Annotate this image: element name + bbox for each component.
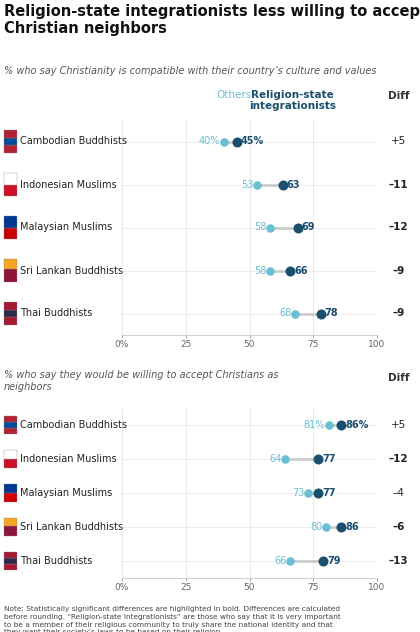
Bar (5, 552, 17, 558)
Bar (5, 302, 17, 310)
Point (267, 265, 273, 276)
Bar (5, 564, 17, 570)
Text: –11: –11 (388, 179, 408, 190)
Point (267, 222, 273, 233)
Text: Malaysian Muslims: Malaysian Muslims (20, 222, 113, 233)
Text: 68: 68 (279, 308, 291, 319)
Text: Cambodian Buddhists: Cambodian Buddhists (20, 137, 127, 147)
Point (325, 420, 332, 430)
Point (338, 420, 345, 430)
Text: –9: –9 (392, 265, 404, 276)
Text: Religion-state integrationists less willing to accept
Christian neighbors: Religion-state integrationists less will… (4, 4, 420, 37)
Bar (5, 130, 17, 138)
Point (282, 454, 289, 464)
Bar (5, 259, 17, 269)
Bar (5, 526, 17, 536)
Bar (5, 185, 17, 196)
Text: 58: 58 (254, 222, 266, 233)
Text: Note: Statistically significant differences are highlighted in bold. Differences: Note: Statistically significant differen… (4, 606, 341, 632)
Text: 80: 80 (310, 522, 322, 532)
Text: Diff: Diff (388, 90, 409, 100)
Text: 86: 86 (345, 522, 359, 532)
Point (294, 222, 301, 233)
Text: 45%: 45% (241, 137, 264, 147)
Text: 69: 69 (302, 222, 315, 233)
Text: –12: –12 (388, 222, 408, 233)
Text: 58: 58 (254, 265, 266, 276)
Point (323, 522, 329, 532)
Text: Indonesian Muslims: Indonesian Muslims (20, 454, 117, 464)
Bar (5, 173, 17, 185)
Text: +5: +5 (391, 137, 406, 147)
Text: Thai Buddhists: Thai Buddhists (20, 556, 93, 566)
Point (292, 308, 299, 319)
Bar (5, 228, 17, 239)
Point (338, 522, 345, 532)
Bar (5, 269, 17, 282)
Text: 53: 53 (241, 179, 253, 190)
Point (287, 556, 294, 566)
Text: Thai Buddhists: Thai Buddhists (20, 308, 93, 319)
Point (315, 454, 322, 464)
Bar (5, 422, 17, 428)
Bar (5, 317, 17, 325)
Bar (5, 216, 17, 228)
Text: % who say they would be willing to accept Christians as
neighbors: % who say they would be willing to accep… (4, 370, 278, 392)
Point (305, 488, 312, 498)
Bar (5, 518, 17, 526)
Bar (5, 484, 17, 493)
Text: 78: 78 (325, 308, 339, 319)
Text: 40%: 40% (199, 137, 220, 147)
Text: Malaysian Muslims: Malaysian Muslims (20, 488, 113, 498)
Text: 66: 66 (274, 556, 286, 566)
Text: –12: –12 (388, 454, 408, 464)
Point (315, 488, 322, 498)
Text: % who say Christianity is compatible with their country’s culture and values: % who say Christianity is compatible wit… (4, 66, 376, 76)
Text: Diff: Diff (388, 373, 409, 383)
Text: 77: 77 (322, 454, 336, 464)
Text: Cambodian Buddhists: Cambodian Buddhists (20, 420, 127, 430)
Text: 73: 73 (292, 488, 304, 498)
Bar (5, 558, 17, 564)
Text: 66: 66 (294, 265, 307, 276)
Point (320, 556, 327, 566)
Text: Religion-state
integrationists: Religion-state integrationists (249, 90, 336, 111)
Text: 86%: 86% (345, 420, 368, 430)
Text: 79: 79 (327, 556, 341, 566)
Bar (5, 450, 17, 459)
Text: 81%: 81% (303, 420, 325, 430)
Text: –4: –4 (393, 488, 404, 498)
Text: Sri Lankan Buddhists: Sri Lankan Buddhists (20, 265, 123, 276)
Text: +5: +5 (391, 420, 406, 430)
Text: 77: 77 (322, 488, 336, 498)
Point (287, 265, 294, 276)
Text: –9: –9 (392, 308, 404, 319)
Bar (5, 428, 17, 434)
Point (234, 137, 240, 147)
Bar (5, 138, 17, 145)
Text: –13: –13 (388, 556, 408, 566)
Text: 63: 63 (286, 179, 300, 190)
Text: Indonesian Muslims: Indonesian Muslims (20, 179, 117, 190)
Bar (5, 310, 17, 317)
Point (318, 308, 324, 319)
Point (254, 179, 260, 190)
Text: Others: Others (217, 90, 252, 100)
Text: –6: –6 (392, 522, 405, 532)
Bar (5, 145, 17, 153)
Bar (5, 493, 17, 502)
Bar (5, 459, 17, 468)
Text: Sri Lankan Buddhists: Sri Lankan Buddhists (20, 522, 123, 532)
Point (220, 137, 227, 147)
Point (279, 179, 286, 190)
Bar (5, 416, 17, 422)
Text: 64: 64 (269, 454, 281, 464)
